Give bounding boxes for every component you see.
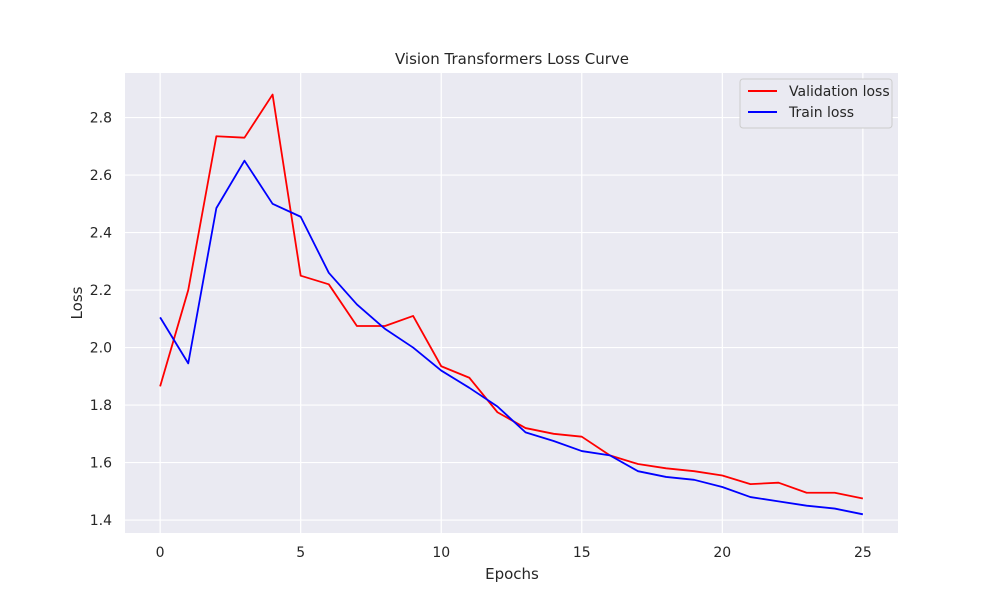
x-tick-label: 20 bbox=[713, 545, 731, 561]
legend-box bbox=[739, 78, 893, 129]
y-tick-labels: 1.4 1.6 1.8 2.0 2.2 2.4 2.6 2.8 bbox=[90, 111, 112, 530]
chart-title: Vision Transformers Loss Curve bbox=[395, 50, 629, 68]
y-tick-label: 2.2 bbox=[90, 283, 112, 299]
legend-label-validation: Validation loss bbox=[789, 84, 890, 100]
y-tick-label: 1.6 bbox=[90, 456, 112, 472]
x-tick-label: 0 bbox=[156, 545, 165, 561]
y-tick-label: 2.0 bbox=[90, 341, 112, 357]
train-loss-line bbox=[159, 159, 864, 516]
x-axis-label: Epochs bbox=[485, 565, 539, 583]
y-tick-label: 1.4 bbox=[90, 513, 112, 529]
y-tick-label: 2.8 bbox=[90, 111, 112, 127]
plot-area bbox=[125, 73, 898, 533]
legend-label-train: Train loss bbox=[788, 105, 854, 121]
x-tick-label: 15 bbox=[573, 545, 591, 561]
series-lines bbox=[159, 93, 864, 516]
x-gridlines bbox=[159, 73, 864, 533]
x-tick-label: 10 bbox=[432, 545, 450, 561]
y-tick-label: 1.8 bbox=[90, 398, 112, 414]
x-tick-label: 25 bbox=[854, 545, 872, 561]
legend: Validation loss Train loss bbox=[739, 78, 893, 129]
x-tick-labels: 0 5 10 15 20 25 bbox=[156, 545, 872, 561]
x-tick-label: 5 bbox=[296, 545, 305, 561]
y-axis-label: Loss bbox=[68, 286, 86, 319]
y-tick-label: 2.6 bbox=[90, 168, 112, 184]
y-tick-label: 2.4 bbox=[90, 226, 112, 242]
